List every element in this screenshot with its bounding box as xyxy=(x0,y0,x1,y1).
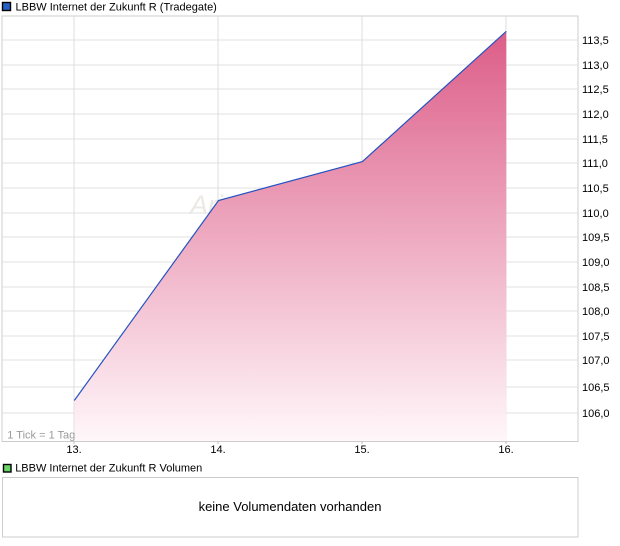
svg-text:LBBW Internet der Zukunft R (T: LBBW Internet der Zukunft R (Tradegate) xyxy=(16,2,217,14)
svg-text:108,5: 108,5 xyxy=(582,282,610,294)
svg-text:LBBW Internet der Zukunft R Vo: LBBW Internet der Zukunft R Volumen xyxy=(15,463,202,475)
svg-text:106,5: 106,5 xyxy=(582,382,610,394)
svg-text:106,0: 106,0 xyxy=(582,408,610,420)
svg-text:109,0: 109,0 xyxy=(582,257,610,269)
svg-text:113,5: 113,5 xyxy=(582,35,609,47)
svg-text:1 Tick = 1 Tag: 1 Tick = 1 Tag xyxy=(7,430,75,442)
svg-text:109,5: 109,5 xyxy=(582,232,610,244)
svg-text:107,0: 107,0 xyxy=(582,355,610,367)
svg-text:14.: 14. xyxy=(210,444,225,456)
svg-text:111,0: 111,0 xyxy=(582,158,608,170)
svg-text:113,0: 113,0 xyxy=(582,60,609,72)
svg-text:keine Volumendaten vorhanden: keine Volumendaten vorhanden xyxy=(199,499,382,514)
svg-text:108,0: 108,0 xyxy=(582,306,610,318)
svg-text:110,0: 110,0 xyxy=(582,208,609,220)
svg-text:112,5: 112,5 xyxy=(582,84,609,96)
svg-text:15.: 15. xyxy=(354,444,369,456)
svg-text:111,5: 111,5 xyxy=(582,134,608,146)
svg-text:13.: 13. xyxy=(66,444,81,456)
svg-text:112,0: 112,0 xyxy=(582,109,609,121)
svg-text:107,5: 107,5 xyxy=(582,331,610,343)
svg-text:110,5: 110,5 xyxy=(582,183,609,195)
svg-text:16.: 16. xyxy=(498,444,513,456)
